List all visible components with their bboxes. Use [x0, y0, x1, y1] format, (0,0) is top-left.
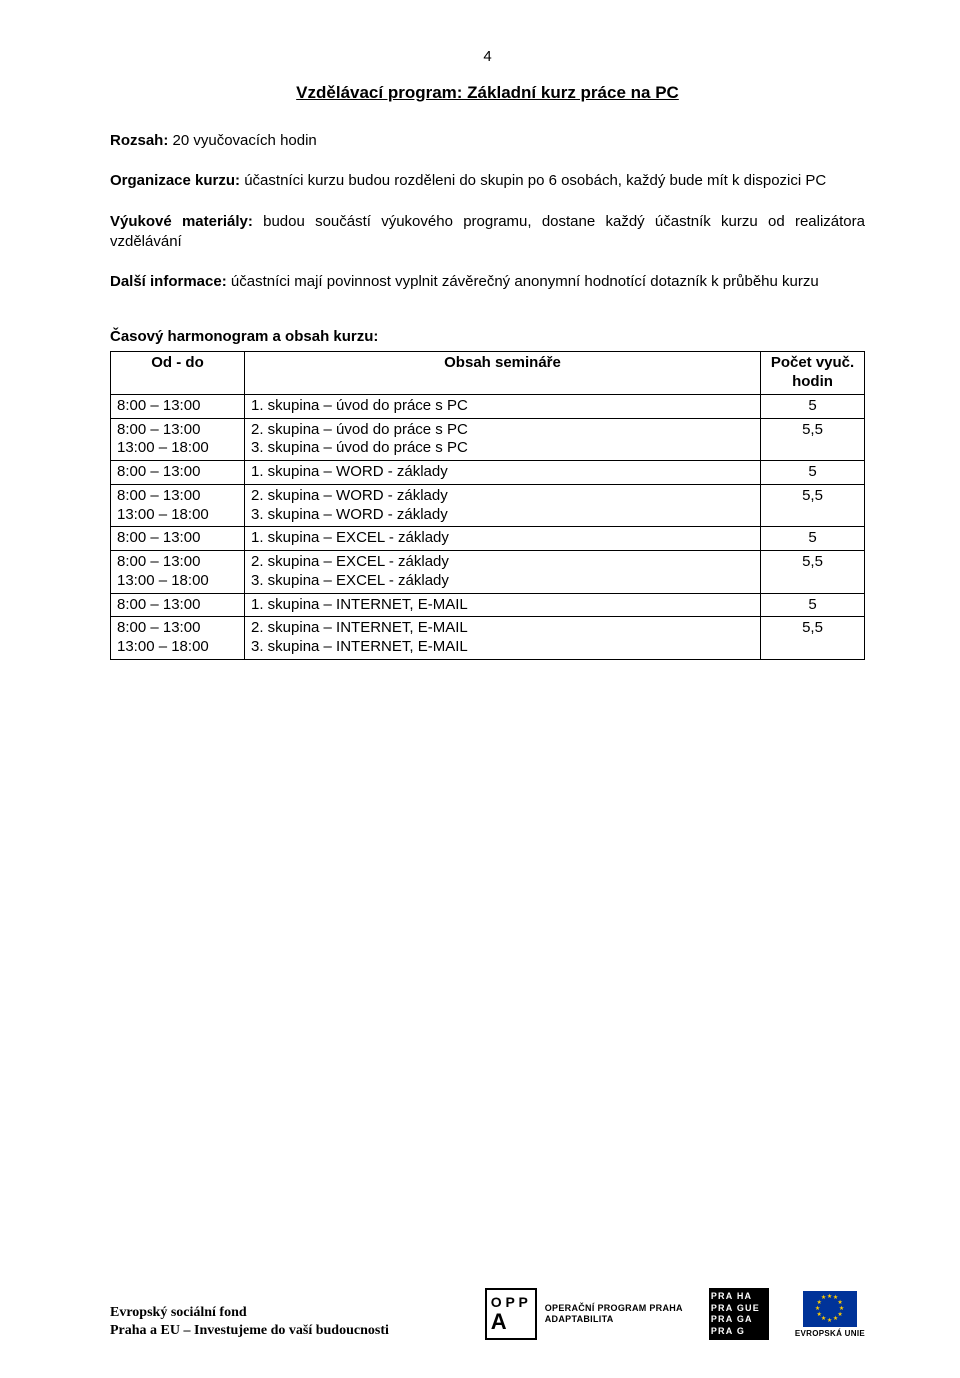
opp-text2: ADAPTABILITA: [545, 1314, 683, 1325]
footer-logos: O P P A OPERAČNÍ PROGRAM PRAHA ADAPTABIL…: [485, 1288, 865, 1340]
page-number: 4: [110, 48, 865, 65]
text-rozsah: 20 vyučovacích hodin: [168, 132, 316, 149]
eu-text: EVROPSKÁ UNIE: [795, 1329, 865, 1338]
cell-content: 2. skupina – EXCEL - základy3. skupina –…: [245, 551, 761, 594]
text-informace: účastníci mají povinnost vyplnit závěreč…: [227, 273, 819, 290]
paragraph-materialy: Výukové materiály: budou součástí výukov…: [110, 212, 865, 253]
cell-hours: 5: [761, 527, 865, 551]
cell-content: 1. skupina – INTERNET, E-MAIL: [245, 593, 761, 617]
label-materialy: Výukové materiály:: [110, 213, 253, 230]
table-row: 8:00 – 13:001. skupina – WORD - základy5: [111, 461, 865, 485]
footer-text: Evropský sociální fond Praha a EU – Inve…: [110, 1304, 389, 1340]
cell-time: 8:00 – 13:0013:00 – 18:00: [111, 551, 245, 594]
eu-logo: ★★★★★★★★★★★★ EVROPSKÁ UNIE: [795, 1291, 865, 1338]
praha-l3: PRA G: [711, 1327, 767, 1336]
praha-l2: PRA GA: [711, 1315, 767, 1324]
cell-hours: 5: [761, 593, 865, 617]
opp-text: OPERAČNÍ PROGRAM PRAHA ADAPTABILITA: [545, 1303, 683, 1326]
cell-hours: 5: [761, 461, 865, 485]
cell-hours: 5,5: [761, 484, 865, 527]
cell-hours: 5,5: [761, 551, 865, 594]
cell-time: 8:00 – 13:0013:00 – 18:00: [111, 484, 245, 527]
opp-line1: O P P: [491, 1295, 535, 1309]
eu-flag-icon: ★★★★★★★★★★★★: [803, 1291, 857, 1327]
cell-content: 1. skupina – EXCEL - základy: [245, 527, 761, 551]
section-heading: Časový harmonogram a obsah kurzu:: [110, 328, 865, 345]
table-header-row: Od - do Obsah semináře Počet vyuč. hodin: [111, 352, 865, 395]
schedule-table: Od - do Obsah semináře Počet vyuč. hodin…: [110, 351, 865, 660]
label-rozsah: Rozsah:: [110, 132, 168, 149]
opp-line2: A: [491, 1311, 535, 1333]
table-row: 8:00 – 13:0013:00 – 18:002. skupina – EX…: [111, 551, 865, 594]
text-organizace: účastníci kurzu budou rozděleni do skupi…: [240, 172, 826, 189]
cell-hours: 5,5: [761, 418, 865, 461]
table-row: 8:00 – 13:0013:00 – 18:002. skupina – úv…: [111, 418, 865, 461]
paragraph-informace: Další informace: účastníci mají povinnos…: [110, 272, 865, 292]
label-organizace: Organizace kurzu:: [110, 172, 240, 189]
cell-time: 8:00 – 13:00: [111, 593, 245, 617]
praha-l1: PRA GUE: [711, 1304, 767, 1313]
cell-time: 8:00 – 13:0013:00 – 18:00: [111, 418, 245, 461]
paragraph-rozsah: Rozsah: 20 vyučovacích hodin: [110, 131, 865, 151]
col-obsah: Obsah semináře: [245, 352, 761, 395]
cell-content: 1. skupina – WORD - základy: [245, 461, 761, 485]
cell-hours: 5: [761, 394, 865, 418]
cell-content: 1. skupina – úvod do práce s PC: [245, 394, 761, 418]
table-row: 8:00 – 13:001. skupina – INTERNET, E-MAI…: [111, 593, 865, 617]
table-row: 8:00 – 13:0013:00 – 18:002. skupina – WO…: [111, 484, 865, 527]
table-row: 8:00 – 13:0013:00 – 18:002. skupina – IN…: [111, 617, 865, 660]
table-row: 8:00 – 13:001. skupina – EXCEL - základy…: [111, 527, 865, 551]
cell-time: 8:00 – 13:00: [111, 527, 245, 551]
cell-content: 2. skupina – INTERNET, E-MAIL3. skupina …: [245, 617, 761, 660]
praha-logo-icon: PRA HA PRA GUE PRA GA PRA G: [709, 1288, 769, 1340]
cell-time: 8:00 – 13:0013:00 – 18:00: [111, 617, 245, 660]
footer-line1: Evropský sociální fond: [110, 1304, 389, 1322]
page-title: Vzdělávací program: Základní kurz práce …: [110, 83, 865, 103]
praha-l0: PRA HA: [711, 1292, 767, 1301]
opp-text1: OPERAČNÍ PROGRAM PRAHA: [545, 1303, 683, 1314]
cell-time: 8:00 – 13:00: [111, 461, 245, 485]
cell-time: 8:00 – 13:00: [111, 394, 245, 418]
opp-box-icon: O P P A: [485, 1288, 537, 1340]
table-row: 8:00 – 13:001. skupina – úvod do práce s…: [111, 394, 865, 418]
cell-hours: 5,5: [761, 617, 865, 660]
page-footer: Evropský sociální fond Praha a EU – Inve…: [110, 1288, 865, 1340]
paragraph-organizace: Organizace kurzu: účastníci kurzu budou …: [110, 171, 865, 191]
cell-content: 2. skupina – úvod do práce s PC3. skupin…: [245, 418, 761, 461]
col-od-do: Od - do: [111, 352, 245, 395]
opp-logo: O P P A OPERAČNÍ PROGRAM PRAHA ADAPTABIL…: [485, 1288, 683, 1340]
col-pocet: Počet vyuč. hodin: [761, 352, 865, 395]
cell-content: 2. skupina – WORD - základy3. skupina – …: [245, 484, 761, 527]
footer-line2: Praha a EU – Investujeme do vaší budoucn…: [110, 1322, 389, 1340]
label-informace: Další informace:: [110, 273, 227, 290]
